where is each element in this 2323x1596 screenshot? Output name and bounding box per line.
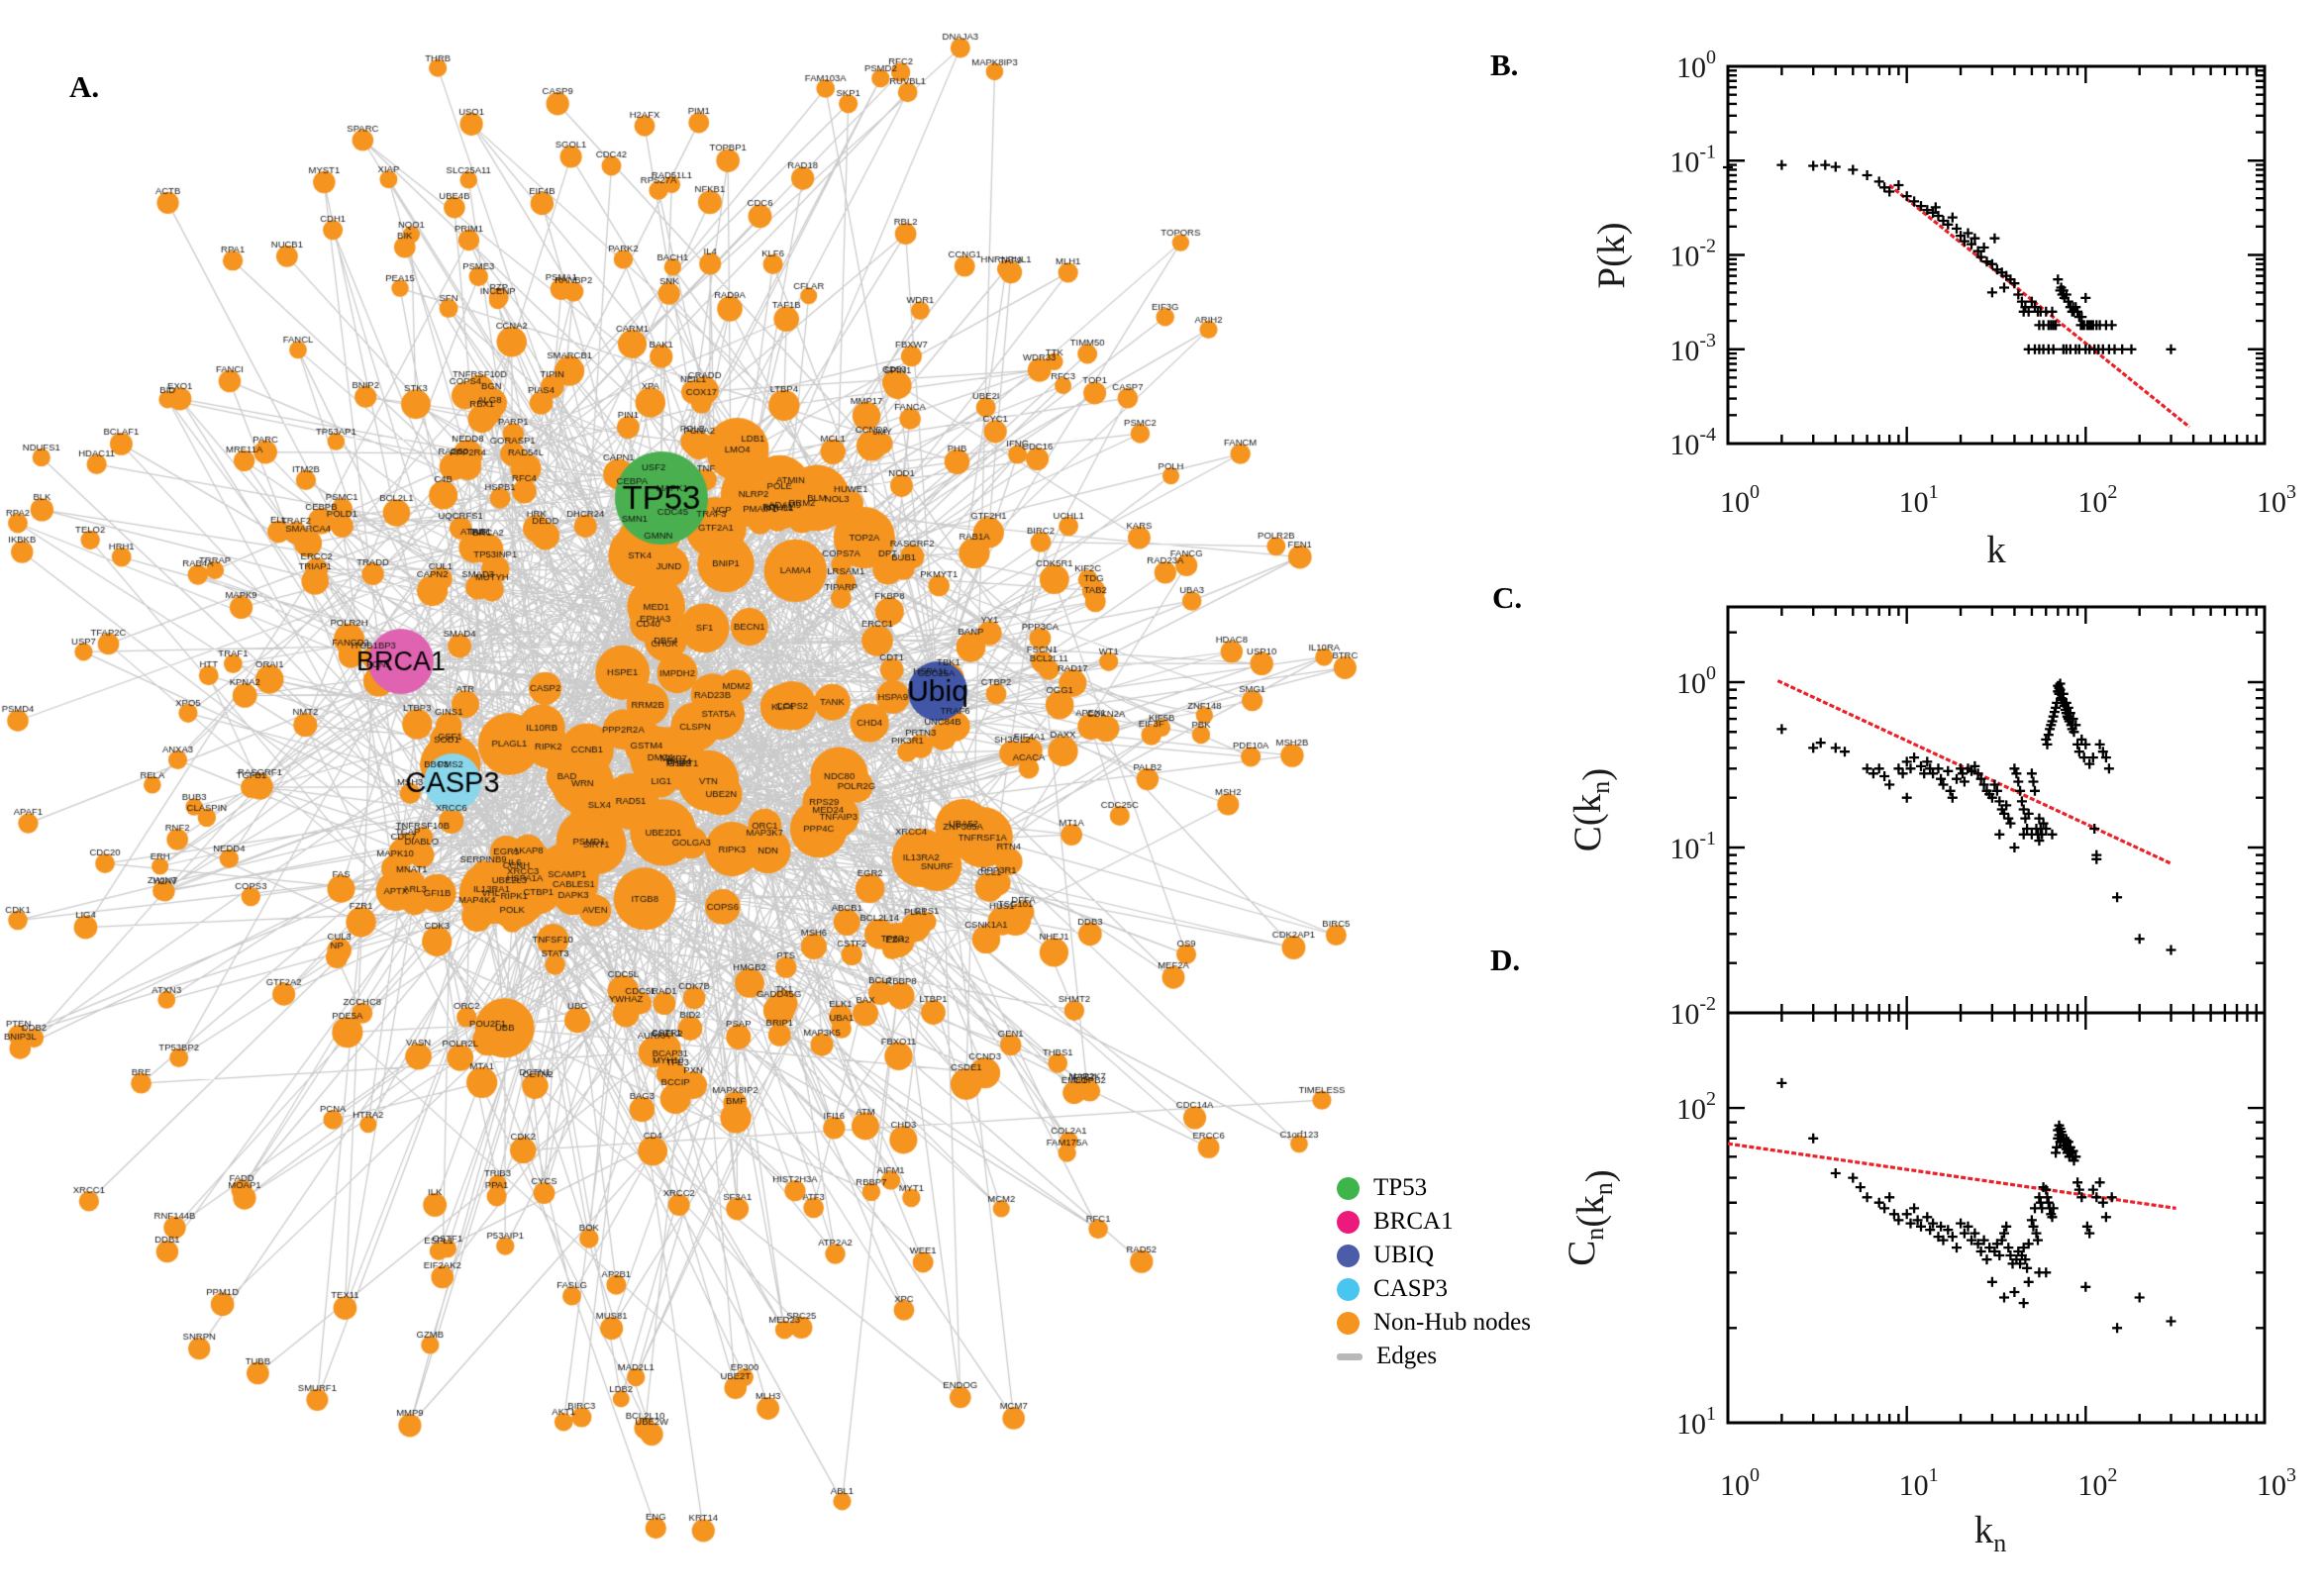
panel-label-d: D. [1490,943,1521,977]
tp53-dot-icon [1337,1176,1360,1200]
protein-network-graph [0,0,1485,1596]
svg-text:102: 102 [2077,481,2117,519]
edge-line-swatch [1337,1352,1363,1360]
svg-text:Cn(kn): Cn(kn) [1561,1169,1621,1266]
scatter-points [1776,1077,2176,1334]
svg-text:C(kn): C(kn) [1566,768,1618,852]
panel-c-plot: 100 10-1 10-2 C(kn) [1566,605,2267,1031]
legend-item: TP53 [1337,1171,1531,1205]
legend-item-label: Edges [1376,1343,1438,1369]
panel-label-c: C. [1492,580,1523,615]
svg-text:10-2: 10-2 [1669,993,1716,1031]
svg-text:10-2: 10-2 [1669,236,1716,273]
svg-text:100: 100 [1720,1464,1760,1502]
svg-text:101: 101 [1899,481,1939,519]
ubiq-dot-icon [1337,1244,1360,1267]
svg-text:10-3: 10-3 [1669,330,1716,367]
svg-text:100: 100 [1676,662,1716,700]
svg-text:100: 100 [1720,481,1760,519]
svg-text:103: 103 [2257,1464,2296,1502]
svg-text:100: 100 [1676,47,1716,84]
legend-item-label: CASP3 [1373,1275,1449,1302]
svg-text:P(k): P(k) [1590,222,1633,288]
svg-text:103: 103 [2257,481,2296,519]
scatter-points [1723,159,2176,354]
legend-item-label: UBIQ [1373,1242,1435,1268]
legend-item: UBIQ [1337,1239,1531,1272]
legend-item: Non-Hub nodes [1337,1306,1531,1340]
casp3-dot-icon [1337,1277,1360,1301]
svg-text:10-1: 10-1 [1669,141,1716,178]
svg-text:101: 101 [1899,1464,1939,1502]
svg-text:k: k [1986,529,2006,571]
svg-text:10-1: 10-1 [1669,828,1716,865]
brca1-dot-icon [1337,1210,1360,1234]
legend-item-label: BRCA1 [1373,1208,1454,1235]
legend-item: CASP3 [1337,1272,1531,1306]
legend-item-label: Non-Hub nodes [1373,1309,1532,1336]
panel-label-b: B. [1490,48,1519,82]
network-legend: TP53 BRCA1 UBIQ CASP3 Non-Hub nodes Edges [1337,1171,1531,1373]
non-hub-nodes-dot-icon [1337,1311,1360,1335]
legend-item: Edges [1337,1340,1531,1373]
svg-text:102: 102 [2077,1464,2117,1502]
fit-line [1727,1142,2176,1210]
svg-text:10-4: 10-4 [1669,424,1716,461]
svg-text:101: 101 [1676,1403,1716,1441]
scatter-points [1776,678,2176,955]
svg-text:102: 102 [1676,1088,1716,1126]
panel-label-a: A. [69,69,100,104]
legend-item-label: TP53 [1373,1174,1428,1201]
svg-text:kn: kn [1974,1509,2007,1557]
legend-item: BRCA1 [1337,1205,1531,1239]
